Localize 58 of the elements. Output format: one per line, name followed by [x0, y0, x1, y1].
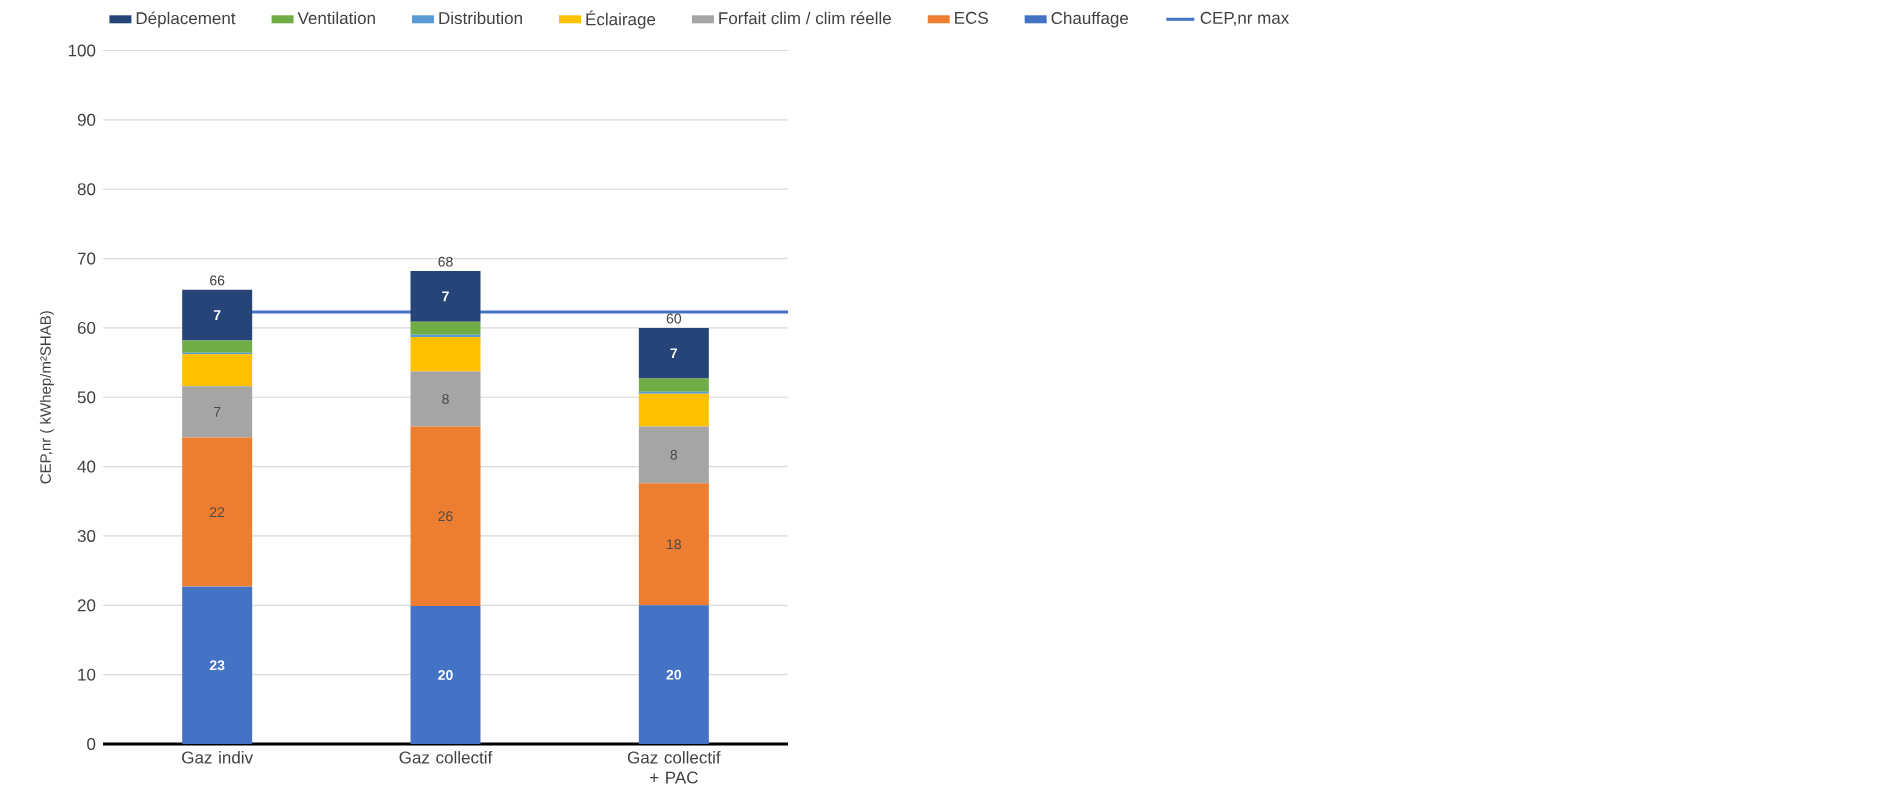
- total-label: 60: [666, 313, 682, 324]
- x-tick-label: Gaz collectif: [399, 751, 493, 764]
- bar: [410, 336, 481, 372]
- bar: [638, 378, 709, 392]
- bar: [410, 334, 481, 337]
- bar: [638, 391, 709, 394]
- y-tick-label: 30: [77, 529, 96, 542]
- data-label: 26: [438, 511, 453, 522]
- legend-label: Chauffage: [1051, 11, 1129, 28]
- bar: [638, 426, 709, 484]
- y-tick-label: 70: [77, 252, 96, 265]
- total-label: 66: [210, 275, 225, 286]
- legend-label: Distribution: [439, 11, 522, 25]
- legend-label: Déplacement: [136, 11, 236, 28]
- bar: [182, 437, 253, 587]
- legend-label: CEP,nr max: [1200, 11, 1290, 26]
- bar: [638, 605, 709, 744]
- bar: [638, 393, 709, 427]
- data-label: 23: [209, 660, 225, 671]
- x-tick-label: Gaz indiv: [182, 751, 253, 764]
- y-tick-label: 50: [77, 391, 96, 404]
- data-label: 20: [666, 669, 682, 680]
- legend-label: Ventilation: [297, 11, 375, 25]
- bar: [638, 327, 709, 379]
- bar: [182, 354, 253, 387]
- x-tick-label: Gaz collectif + PAC: [627, 751, 721, 784]
- y-tick-label: 80: [77, 183, 96, 196]
- data-label: 7: [670, 348, 678, 359]
- y-tick-label: 40: [77, 460, 96, 473]
- legend-label: ECS: [955, 11, 988, 24]
- bar: [182, 340, 253, 353]
- data-label: 8: [442, 394, 449, 404]
- y-tick-label: 10: [78, 668, 96, 681]
- data-label: 8: [670, 449, 678, 460]
- bar: [410, 605, 481, 744]
- y-tick-label: 20: [77, 599, 96, 612]
- bar: [182, 289, 253, 341]
- y-tick-label: 90: [77, 113, 96, 126]
- bar: [638, 483, 709, 606]
- bar: [182, 386, 253, 438]
- bar: [410, 371, 481, 427]
- y-tick-label: 0: [87, 738, 96, 751]
- y-tick-label: 100: [68, 44, 96, 57]
- y-axis-title: CEP,nr ( kWhep/m²SHAB): [39, 311, 54, 484]
- bar: [410, 321, 481, 335]
- total-label: 68: [438, 256, 453, 267]
- legend-label: Éclairage: [586, 10, 656, 29]
- y-tick-label: 60: [77, 321, 96, 334]
- bar: [410, 271, 481, 322]
- data-label: 7: [442, 291, 449, 302]
- data-label: 20: [438, 670, 453, 680]
- data-label: 18: [667, 539, 682, 550]
- data-label: 22: [210, 507, 225, 517]
- bar: [410, 426, 481, 606]
- bar: [182, 586, 253, 744]
- data-label: 7: [214, 407, 221, 417]
- data-label: 7: [213, 310, 221, 320]
- legend-label: Forfait clim / clim réelle: [719, 11, 891, 25]
